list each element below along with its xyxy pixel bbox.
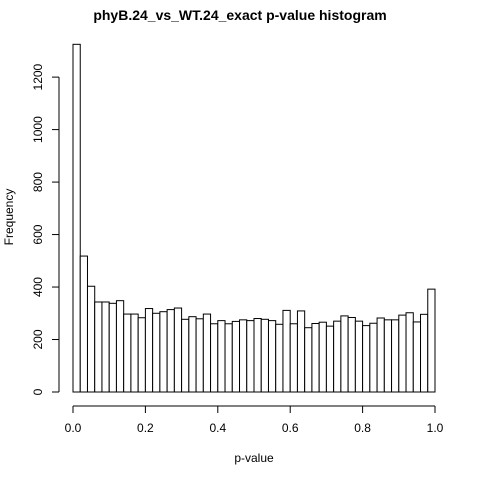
- histogram-bar: [260, 318, 269, 393]
- histogram-bar: [137, 317, 146, 393]
- histogram-bar: [405, 312, 414, 393]
- histogram-bar: [202, 313, 212, 393]
- y-tick-label: 1200: [31, 63, 45, 90]
- histogram-bar: [369, 322, 378, 393]
- histogram-bar: [195, 318, 204, 393]
- histogram-bar: [86, 285, 96, 393]
- x-axis: 0.0 0.2 0.4 0.6 0.8 1.0: [65, 405, 444, 435]
- histogram-bar: [253, 318, 262, 393]
- y-tick-label: 400: [31, 277, 45, 297]
- histogram-bar: [210, 323, 219, 393]
- histogram-bar: [376, 317, 385, 393]
- x-tick-label: 0.6: [282, 421, 299, 435]
- histogram-bar: [304, 327, 313, 393]
- y-axis: 0 200 400 600 800 1000 1200: [31, 63, 60, 395]
- histogram-bar: [144, 308, 154, 393]
- histogram-bar: [340, 315, 349, 393]
- histogram-bar: [173, 307, 183, 393]
- histogram-bar: [296, 310, 306, 393]
- histogram-bar: [166, 309, 175, 393]
- x-tick-label: 0.8: [354, 421, 371, 435]
- histogram-bar: [231, 320, 241, 393]
- histogram-bar: [224, 323, 233, 393]
- histogram-bar: [159, 311, 168, 393]
- histogram-bar: [282, 309, 291, 393]
- y-tick-label: 800: [31, 172, 45, 192]
- histogram-bar: [362, 325, 371, 393]
- y-tick-label: 0: [31, 388, 45, 395]
- histogram-bar: [318, 321, 327, 393]
- histogram-bar: [123, 313, 132, 393]
- chart-title: phyB.24_vs_WT.24_exact p-value histogram: [93, 7, 386, 23]
- histogram-bar: [181, 318, 190, 393]
- histogram-bar: [108, 302, 117, 393]
- histogram-bar: [383, 319, 393, 393]
- histogram-bar: [130, 313, 139, 393]
- histogram-bar: [427, 288, 436, 393]
- x-tick-label: 0.4: [209, 421, 226, 435]
- histogram-bar: [398, 314, 407, 393]
- histogram-bar: [412, 321, 422, 393]
- histogram-bar: [239, 319, 248, 393]
- x-tick-label: 0.2: [137, 421, 154, 435]
- y-tick-label: 200: [31, 329, 45, 349]
- y-tick-label: 1000: [31, 116, 45, 143]
- histogram-bar: [354, 320, 364, 393]
- histogram-bar: [420, 313, 429, 393]
- histogram-bar: [217, 320, 226, 393]
- y-axis-label: Frequency: [2, 189, 16, 246]
- histogram-bar: [391, 319, 400, 393]
- histogram-bar: [289, 323, 298, 393]
- histogram-bar: [311, 323, 320, 393]
- histogram-bar: [115, 300, 125, 393]
- histogram-bar: [79, 255, 88, 393]
- histogram-bar: [94, 301, 103, 393]
- histogram-bar: [325, 325, 335, 393]
- histogram-bar: [267, 320, 277, 393]
- histogram-bar: [246, 320, 255, 393]
- histogram-bar: [275, 323, 284, 393]
- y-tick-label: 600: [31, 224, 45, 244]
- histogram-bar: [347, 316, 356, 393]
- histogram-bar: [333, 320, 342, 393]
- x-tick-label: 0.0: [65, 421, 82, 435]
- histogram-bar: [72, 43, 81, 393]
- histogram-bar: [101, 301, 110, 393]
- x-tick-label: 1.0: [427, 421, 444, 435]
- x-axis-label: p-value: [234, 451, 274, 465]
- histogram-bar: [152, 312, 161, 393]
- histogram-bar: [188, 316, 197, 393]
- histogram-bars: [72, 43, 436, 393]
